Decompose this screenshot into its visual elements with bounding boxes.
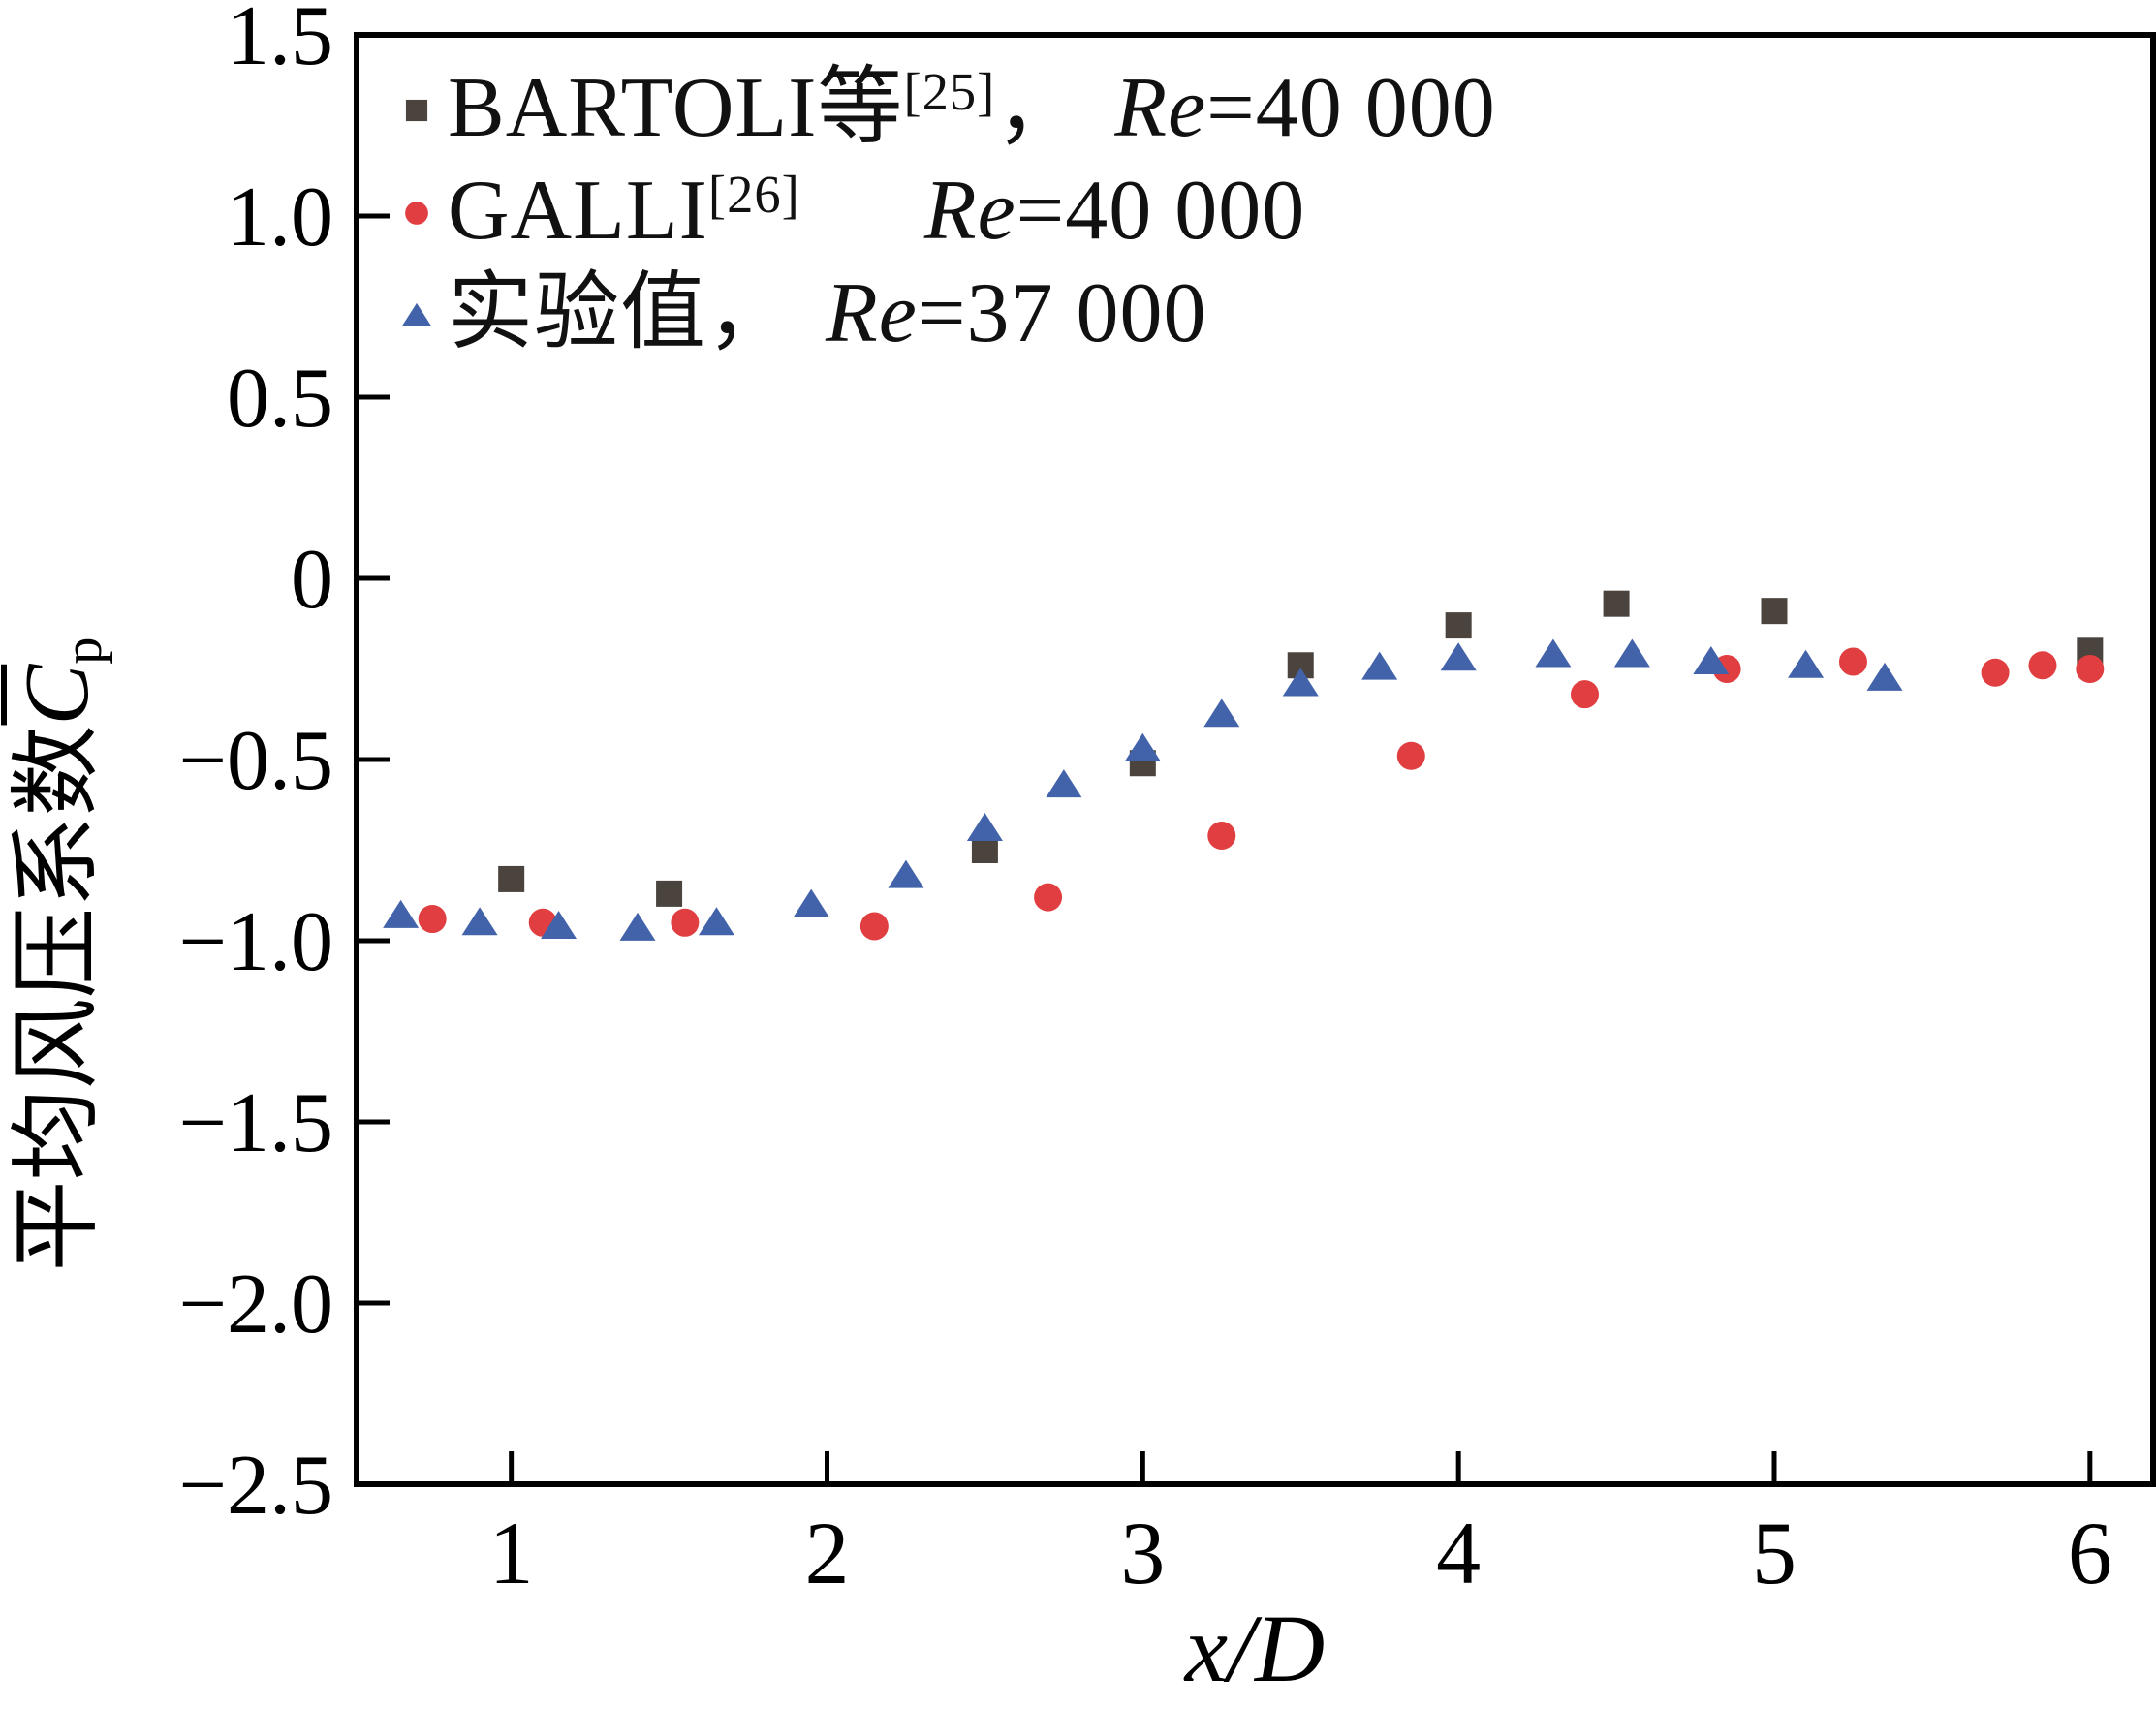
- y-tick-label: −1.0: [178, 895, 333, 989]
- x-tick-label: 2: [804, 1504, 849, 1602]
- data-point-galli: [418, 905, 447, 934]
- legend-label: 实验值， Re=37 000: [448, 266, 1207, 360]
- x-tick-label: 6: [2068, 1504, 2112, 1602]
- triangle-glyph: [401, 302, 432, 326]
- data-point-experiment: [1535, 638, 1572, 668]
- square-marker-icon: [405, 99, 428, 122]
- y-tick-label: 0.5: [227, 352, 333, 446]
- x-tick-label: 5: [1752, 1504, 1797, 1602]
- data-point-experiment: [1203, 699, 1240, 728]
- plot-frame: [354, 32, 2156, 1487]
- data-point-galli: [671, 908, 700, 937]
- legend-item-bartoli: BARTOLI等[25]， Re=40 000: [386, 64, 1496, 153]
- legend-label: GALLI[26] Re=40 000: [448, 164, 1306, 258]
- data-point-experiment: [966, 813, 1003, 842]
- x-axis-title: x/D: [1184, 1595, 1326, 1702]
- data-point-galli: [2028, 651, 2057, 680]
- data-point-experiment: [888, 859, 924, 888]
- data-point-galli: [1396, 741, 1425, 770]
- data-point-experiment: [619, 912, 656, 941]
- data-point-experiment: [1124, 732, 1161, 761]
- cp-subscript: p: [53, 637, 114, 665]
- data-point-bartoli: [656, 880, 683, 907]
- y-tick-label: 1.5: [227, 0, 333, 83]
- y-axis-title-text: 平均风压系数: [7, 725, 108, 1272]
- data-point-bartoli: [1445, 612, 1472, 639]
- triangle-marker-icon: [401, 302, 432, 326]
- data-point-galli: [859, 912, 889, 941]
- cp-symbol: C: [7, 664, 108, 726]
- y-tick-label: −2.0: [178, 1258, 333, 1352]
- circle-marker-icon: [405, 202, 428, 225]
- legend: BARTOLI等[25]， Re=40 000 GALLI[26] Re=40 00…: [386, 64, 1496, 358]
- y-tick-label: 0: [291, 533, 333, 627]
- data-point-experiment: [1613, 638, 1650, 668]
- data-point-galli: [2076, 655, 2105, 683]
- x-tick-label: 3: [1120, 1504, 1165, 1602]
- data-point-bartoli: [1603, 590, 1630, 617]
- data-point-experiment: [698, 907, 734, 936]
- legend-item-galli: GALLI[26] Re=40 000: [386, 167, 1496, 256]
- legend-label: BARTOLI等[25]， Re=40 000: [448, 61, 1496, 155]
- y-tick-label: 1.0: [227, 171, 333, 264]
- x-tick-label: 1: [489, 1504, 534, 1602]
- x-tick-label: 4: [1436, 1504, 1481, 1602]
- y-axis-title: 平均风压系数Cp: [0, 470, 114, 1439]
- data-point-experiment: [1788, 649, 1825, 678]
- square-glyph: [405, 99, 428, 122]
- data-point-experiment: [541, 911, 578, 940]
- data-point-experiment: [1440, 642, 1477, 671]
- y-tick-label: −2.5: [178, 1439, 333, 1533]
- y-tick-label: −0.5: [178, 714, 333, 808]
- data-point-experiment: [383, 899, 420, 928]
- data-point-experiment: [1046, 769, 1082, 798]
- y-tick-label: −1.5: [178, 1076, 333, 1170]
- circle-glyph: [405, 202, 428, 225]
- data-point-galli: [1981, 658, 2010, 687]
- data-point-galli: [1207, 822, 1236, 851]
- legend-item-experiment: 实验值， Re=37 000: [386, 269, 1496, 358]
- data-point-galli: [1838, 647, 1867, 676]
- data-point-galli: [1570, 680, 1599, 709]
- data-point-experiment: [1282, 668, 1319, 697]
- data-point-experiment: [1866, 662, 1903, 691]
- data-point-experiment: [461, 907, 498, 936]
- data-point-bartoli: [498, 865, 525, 892]
- data-point-experiment: [793, 888, 829, 917]
- data-point-experiment: [1693, 646, 1730, 675]
- data-point-galli: [1034, 883, 1063, 912]
- data-point-experiment: [1361, 651, 1398, 680]
- data-point-bartoli: [971, 837, 998, 863]
- data-point-bartoli: [1761, 598, 1788, 625]
